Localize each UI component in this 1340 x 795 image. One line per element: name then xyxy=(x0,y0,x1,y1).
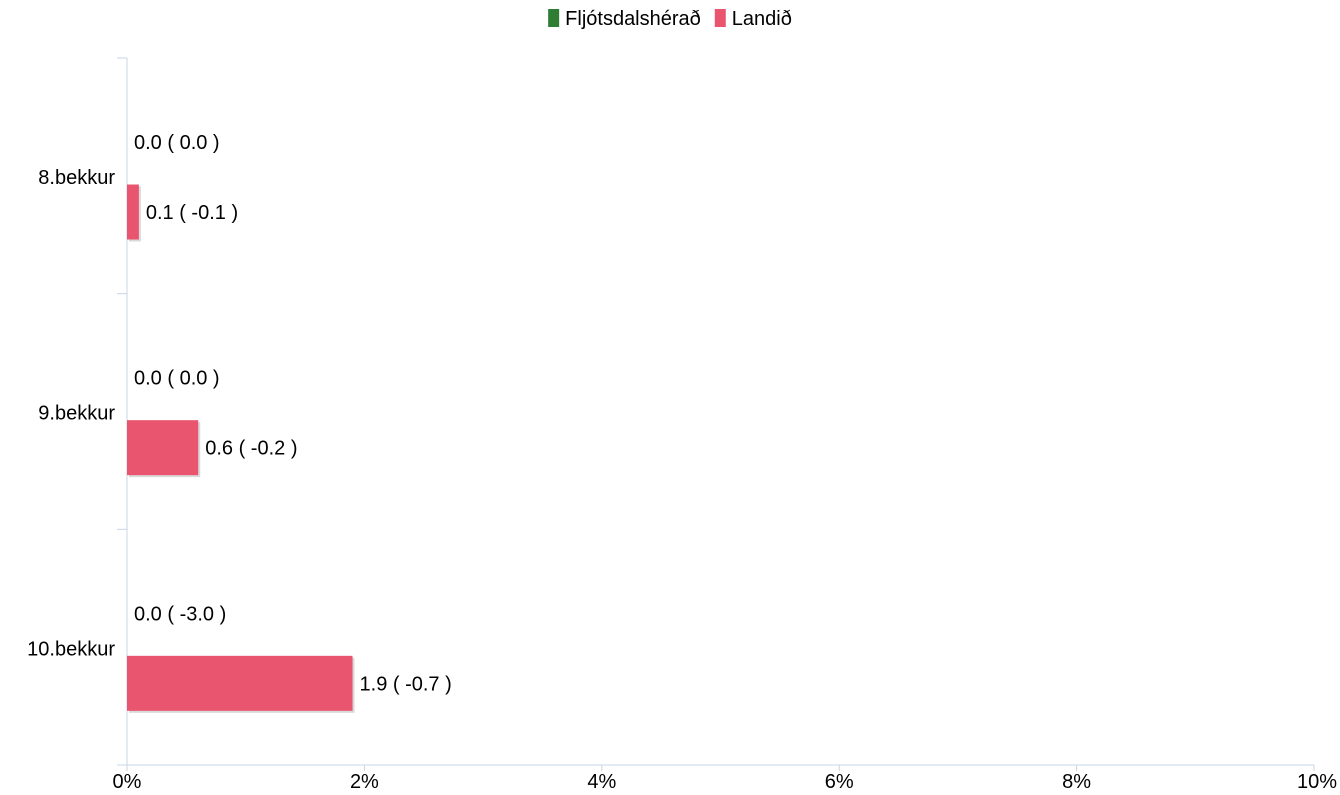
bars xyxy=(127,184,355,713)
bar xyxy=(127,420,199,476)
bar-value-label: 0.1 ( -0.1 ) xyxy=(146,202,238,224)
legend-swatch xyxy=(548,9,560,27)
bar xyxy=(127,655,353,711)
x-tick-label: 6% xyxy=(825,771,854,790)
legend-item: Landið xyxy=(714,8,792,30)
legend-item: Fljótsdalshérað xyxy=(548,8,701,30)
bar-value-label: 0.6 ( -0.2 ) xyxy=(205,438,297,460)
category-label: 9.bekkur xyxy=(38,403,115,425)
legend-label: Fljótsdalshérað xyxy=(565,8,701,30)
legend: Fljótsdalshérað Landið xyxy=(548,8,792,30)
x-tick-label: 0% xyxy=(113,771,142,790)
category-label: 10.bekkur xyxy=(27,638,115,660)
legend-swatch xyxy=(714,9,726,27)
x-tick-label: 4% xyxy=(587,771,616,790)
bar-value-label: 0.0 ( 0.0 ) xyxy=(134,368,220,390)
bar-value-label: 1.9 ( -0.7 ) xyxy=(360,673,452,695)
x-tick-label: 8% xyxy=(1062,771,1091,790)
bar xyxy=(127,184,139,240)
axes: 0% 2% 4% 6% 8% 10% 8.bekkur 9.bekkur 10.bekkur xyxy=(27,57,1337,793)
legend-label: Landið xyxy=(732,8,792,30)
bar-value-label: 0.0 ( 0.0 ) xyxy=(134,132,220,154)
x-tick-label: 10% xyxy=(1297,771,1337,790)
bar-labels: 0.0 ( 0.0 ) 0.0 ( 0.0 ) 0.0 ( -3.0 ) 0.1 ( … xyxy=(134,132,452,695)
x-tick-label: 2% xyxy=(350,771,379,790)
bar-value-label: 0.0 ( -3.0 ) xyxy=(134,603,226,625)
category-label: 8.bekkur xyxy=(38,167,115,189)
